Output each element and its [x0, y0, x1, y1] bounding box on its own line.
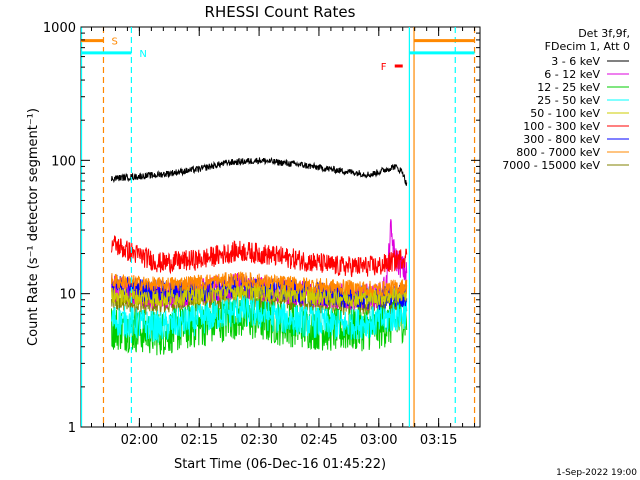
x-tick-label: 02:15 — [181, 433, 218, 448]
series-line-3-6kev — [111, 156, 408, 186]
legend-entry-label: 25 - 50 keV — [537, 94, 600, 107]
flag-layer: S N F — [80, 27, 476, 427]
legend-entry-label: 6 - 12 keV — [544, 68, 600, 81]
x-tick-label: 02:30 — [240, 433, 277, 448]
series-line-25-50kev — [111, 294, 408, 343]
y-axis-label: Count Rate (s⁻¹ detector segment⁻¹) — [26, 108, 41, 346]
y-tick-label: 100 — [51, 154, 76, 169]
chart-title: RHESSI Count Rates — [205, 3, 356, 21]
flare-marker-label: F — [381, 62, 387, 73]
axis-layer: 1 10 100 1000 02:00 02:15 02:30 02:45 03:00 03:15 — [43, 21, 480, 448]
plot-area-frame — [80, 26, 481, 428]
legend-entry-label: 7000 - 15000 keV — [502, 159, 600, 172]
legend-entry-label: 300 - 800 keV — [523, 133, 600, 146]
legend-header-line: FDecim 1, Att 0 — [545, 40, 630, 53]
series-line-100-300kev — [111, 235, 408, 278]
data-layer — [111, 156, 408, 356]
series-line-800-7000kev — [111, 271, 408, 297]
footer-date: 1-Sep-2022 19:00 — [556, 468, 637, 478]
legend-entry-label: 3 - 6 keV — [551, 55, 600, 68]
flag-bar-label-2: N — [139, 49, 146, 60]
legend-entry-label: 50 - 100 keV — [530, 107, 600, 120]
flag-bar-label-1: S — [111, 37, 117, 48]
x-tick-label: 03:15 — [420, 433, 457, 448]
legend-header-line: Det 3f,9f, — [578, 27, 630, 40]
y-tick-label: 10 — [59, 288, 76, 303]
y-tick-label: 1 — [68, 421, 76, 436]
legend-entry-label: 100 - 300 keV — [523, 120, 600, 133]
x-tick-label: 02:45 — [300, 433, 337, 448]
legend-entry-label: 800 - 7000 keV — [516, 146, 600, 159]
legend-entry-label: 12 - 25 keV — [537, 81, 600, 94]
y-tick-label: 1000 — [43, 21, 76, 36]
x-tick-label: 02:00 — [121, 433, 158, 448]
x-tick-label: 03:00 — [360, 433, 397, 448]
x-axis-label: Start Time (06-Dec-16 01:45:22) — [174, 457, 386, 472]
series-line-50-100kev — [111, 281, 408, 308]
